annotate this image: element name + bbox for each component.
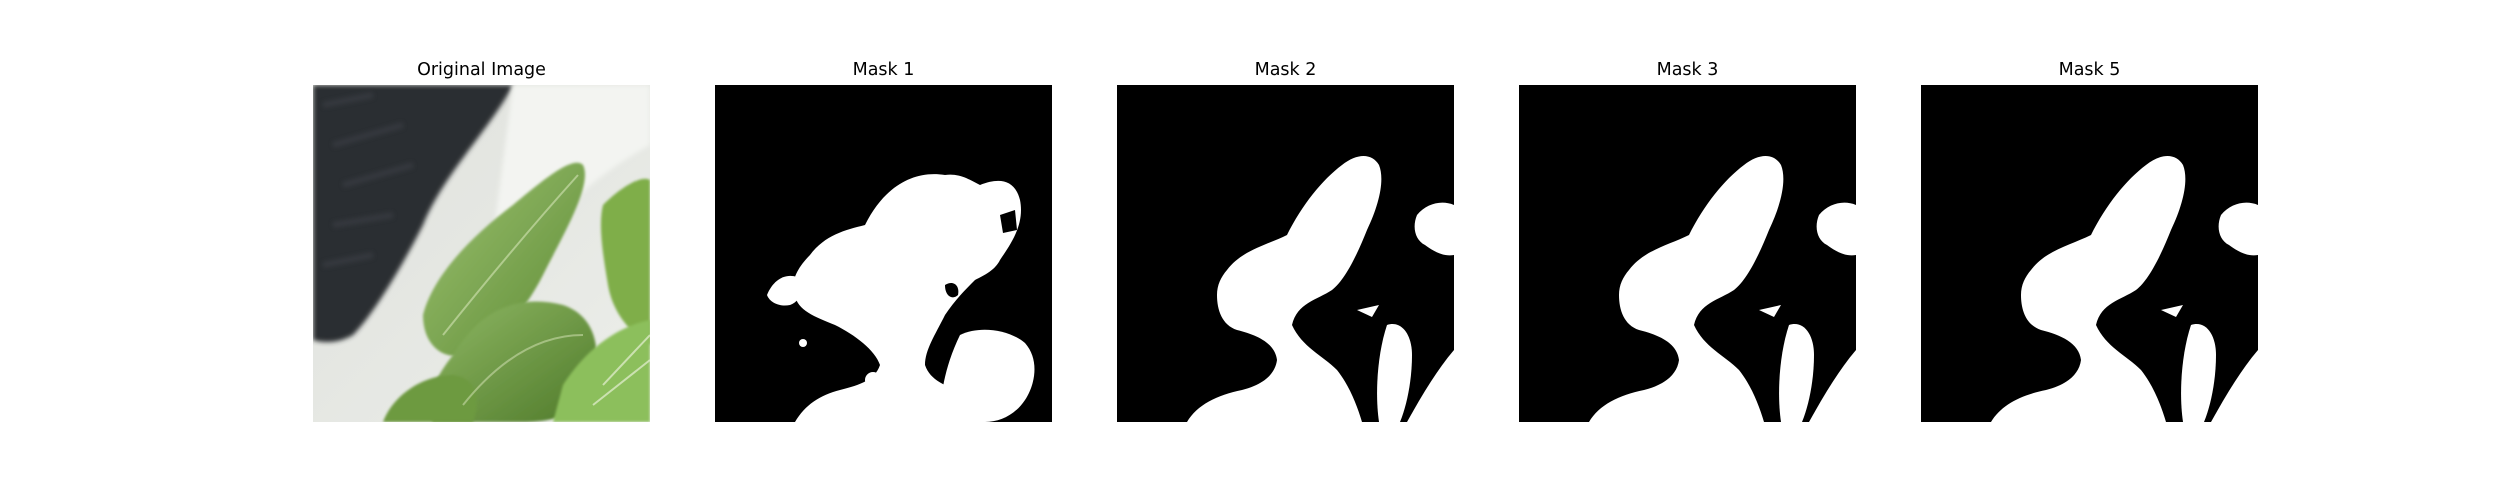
panel-mask-3: Mask 3	[1519, 0, 1856, 500]
panel-title: Mask 3	[1656, 60, 1719, 80]
mask-5-image	[1921, 85, 2258, 422]
panel-title: Mask 5	[2058, 60, 2121, 80]
panel-mask-1: Mask 1	[715, 0, 1052, 500]
mask-2-image	[1117, 85, 1454, 422]
panel-title: Mask 2	[1254, 60, 1317, 80]
panel-title: Mask 1	[852, 60, 915, 80]
mask-3-image	[1519, 85, 1856, 422]
panel-mask-2: Mask 2	[1117, 0, 1454, 500]
panel-mask-5: Mask 5	[1921, 0, 2258, 500]
panel-title: Original Image	[417, 60, 546, 80]
original-image	[313, 85, 650, 422]
panel-original-image: Original Image	[313, 0, 650, 500]
mask-1-image	[715, 85, 1052, 422]
